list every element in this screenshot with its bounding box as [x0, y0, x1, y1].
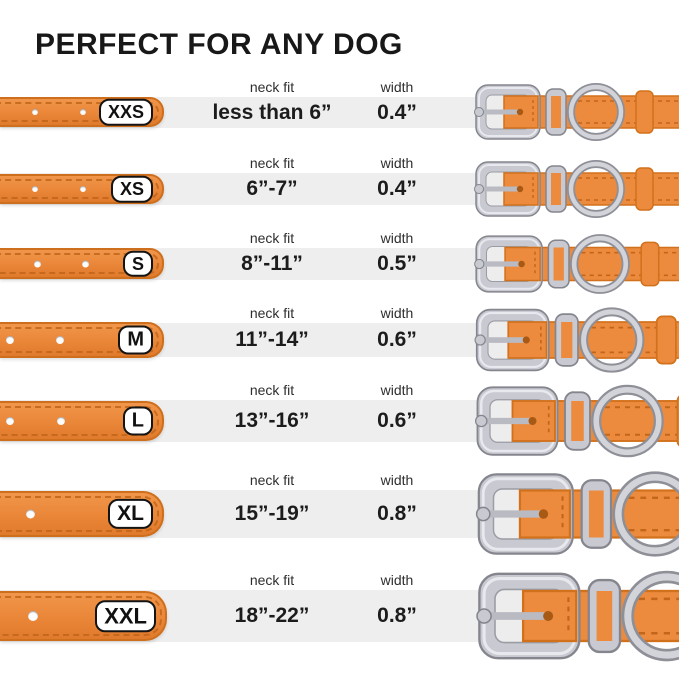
collar-strap: S [0, 248, 164, 279]
neck-fit-column-label: neck fit [249, 79, 295, 95]
neck-fit-value: 8”-11” [241, 252, 303, 275]
neck-fit-column-label: neck fit [249, 472, 295, 488]
size-badge: L [122, 406, 153, 436]
size-badge: S [122, 250, 153, 277]
width-value: 0.8” [377, 502, 417, 525]
neck-fit-column-label: neck fit [249, 305, 295, 321]
size-badge: XS [110, 175, 153, 203]
width-value: 0.4” [377, 101, 417, 124]
collar-stitching [0, 179, 159, 199]
collar-hole [80, 186, 86, 192]
width-value: 0.6” [377, 409, 417, 432]
collar-stitching [0, 327, 159, 353]
neck-fit-value: 13”-16” [234, 409, 310, 432]
collar-stitching [0, 496, 159, 532]
collar-strap: XXL [0, 591, 167, 641]
width-column-label: width [380, 155, 414, 171]
width-value: 0.8” [377, 604, 417, 627]
size-badge: M [118, 325, 153, 355]
neck-fit-value: less than 6” [212, 101, 332, 124]
collar-buckle-graphic [470, 80, 679, 144]
neck-fit-value: 11”-14” [235, 328, 309, 351]
width-column-label: width [380, 305, 414, 321]
collar-stitching [0, 596, 162, 636]
width-value: 0.6” [377, 328, 417, 351]
collar-buckle-graphic [470, 381, 679, 461]
collar-hole [34, 260, 41, 267]
collar-hole [6, 336, 14, 344]
collar-hole [28, 611, 38, 621]
collar-hole [6, 417, 14, 425]
collar-hole [32, 109, 38, 115]
collar-hole [80, 109, 86, 115]
width-column-label: width [380, 382, 414, 398]
collar-hole [82, 260, 89, 267]
width-column-label: width [380, 79, 414, 95]
collar-stitching [0, 253, 159, 274]
collar-hole [57, 417, 65, 425]
collar-strap: XXS [0, 97, 164, 127]
neck-fit-column-label: neck fit [249, 155, 295, 171]
collar-buckle-graphic [470, 231, 679, 297]
width-value: 0.5” [377, 252, 417, 275]
collar-hole [26, 509, 35, 519]
collar-strap: M [0, 322, 164, 358]
collar-buckle-graphic [470, 157, 679, 221]
width-column-label: width [380, 230, 414, 246]
neck-fit-column-label: neck fit [249, 572, 295, 588]
size-badge: XXS [98, 98, 153, 126]
collar-buckle-graphic [470, 304, 679, 376]
collar-stitching [0, 406, 159, 436]
collar-buckle-graphic [470, 467, 679, 561]
collar-stitching [0, 102, 159, 122]
collar-hole [32, 186, 38, 192]
neck-fit-value: 15”-19” [234, 502, 310, 525]
neck-fit-column-label: neck fit [249, 382, 295, 398]
neck-fit-value: 6”-7” [246, 177, 298, 200]
width-column-label: width [380, 572, 414, 588]
size-badge: XXL [95, 600, 156, 632]
page-title: PERFECT FOR ANY DOG [35, 28, 403, 61]
collar-hole [56, 336, 64, 344]
width-column-label: width [380, 472, 414, 488]
neck-fit-column-label: neck fit [249, 230, 295, 246]
collar-strap: L [0, 401, 164, 441]
collar-buckle-graphic [470, 566, 679, 666]
neck-fit-value: 18”-22” [234, 604, 310, 627]
size-badge: XL [108, 498, 153, 530]
width-value: 0.4” [377, 177, 417, 200]
collar-strap: XS [0, 174, 164, 204]
collar-strap: XL [0, 491, 164, 537]
